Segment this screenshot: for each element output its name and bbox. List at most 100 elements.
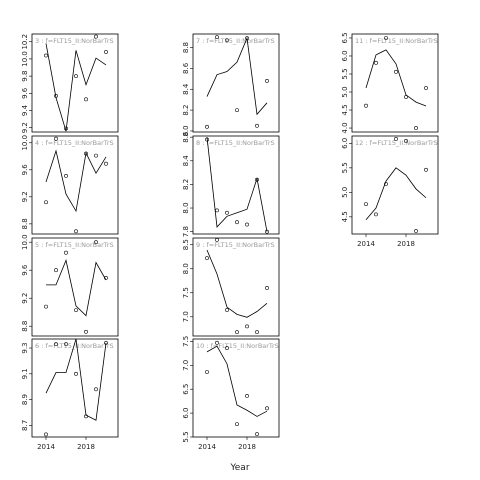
y-tick-label: 9.2 [21, 191, 29, 202]
panel-frame [192, 135, 280, 235]
data-point [54, 136, 58, 141]
y-tick-label: 8.8 [21, 321, 29, 332]
fitted-line [45, 149, 107, 213]
panel-frame [31, 33, 119, 133]
data-point [54, 93, 58, 98]
y-tick-label: 10.0 [21, 135, 29, 151]
x-tick-label: 2014 [37, 443, 55, 451]
data-point [374, 212, 378, 217]
data-point [414, 229, 418, 233]
strip-label: 4 : f=FLT15_II:NorBarTrS [35, 139, 114, 147]
x-tick-label: 2018 [238, 443, 256, 451]
data-point [94, 34, 98, 39]
y-tick-label: 8.4 [182, 155, 190, 167]
data-point [384, 36, 388, 40]
strip-label: 9 : f=FLT15_II:NorBarTrS [196, 241, 275, 249]
data-point [245, 324, 249, 329]
data-point [64, 250, 68, 255]
strip-label: 7 : f=FLT15_II:NorBarTrS [196, 37, 275, 45]
y-tick-label: 8.2 [182, 105, 190, 116]
fitted-line [365, 167, 427, 221]
y-tick-label: 8.6 [182, 62, 190, 74]
data-point [215, 208, 219, 213]
data-point [74, 74, 78, 79]
strip-label: 8 : f=FLT15_II:NorBarTrS [196, 139, 275, 147]
data-point [84, 414, 88, 419]
y-tick-label: 5.0 [341, 187, 349, 198]
data-point [74, 229, 78, 234]
y-tick-label: 9.6 [21, 264, 29, 276]
y-tick-label: 5.5 [341, 162, 349, 173]
data-point [104, 161, 108, 166]
y-tick-label: 9.2 [21, 122, 29, 133]
data-point [424, 86, 428, 90]
y-tick-label: 4.5 [341, 104, 349, 115]
fitted-line [46, 259, 107, 317]
data-point [64, 126, 68, 131]
panel-frame [192, 237, 280, 337]
y-tick-label: 8.4 [182, 83, 190, 95]
data-point [255, 177, 259, 182]
data-point [74, 371, 78, 376]
data-point [205, 137, 209, 142]
panel-frame [351, 33, 439, 133]
y-tick-label: 7.0 [182, 311, 190, 322]
data-point [394, 69, 398, 74]
data-point [394, 137, 398, 141]
panel-frame [31, 135, 119, 235]
data-point [104, 50, 108, 54]
data-point [215, 35, 219, 40]
x-tick-label: 2014 [357, 240, 375, 248]
y-tick-label: 9.2 [21, 293, 29, 304]
data-point [364, 202, 368, 207]
y-tick-label: 9.8 [21, 71, 29, 82]
data-point [255, 330, 259, 335]
y-tick-label: 5.5 [341, 68, 349, 79]
data-point [205, 124, 209, 129]
data-point [245, 222, 249, 227]
data-point [74, 308, 78, 313]
y-tick-label: 8.7 [21, 420, 29, 431]
strip-label: 5 : f=FLT15_II:NorBarTrS [35, 241, 114, 249]
data-point [94, 387, 98, 392]
data-point [225, 210, 229, 215]
data-point [404, 138, 408, 143]
y-tick-label: 7.5 [182, 336, 190, 347]
panel-frame [192, 338, 280, 438]
y-tick-label: 4.0 [341, 122, 349, 133]
data-point [215, 238, 219, 242]
data-point [44, 53, 48, 58]
fitted-line [206, 36, 268, 116]
panel-frame [31, 237, 119, 337]
y-tick-label: 8.0 [182, 202, 190, 213]
y-tick-label: 5.5 [182, 431, 190, 442]
data-point [235, 108, 239, 113]
data-point [94, 153, 98, 158]
panel-frame [351, 135, 439, 235]
x-axis-label: Year [229, 463, 249, 473]
data-point [265, 229, 269, 234]
data-point [265, 406, 269, 411]
data-point [265, 79, 269, 83]
y-tick-label: 9.1 [21, 368, 29, 379]
data-point [225, 38, 229, 43]
strip-label: 11 : f=FLT15_II:NorBarTrS [355, 37, 438, 45]
data-point [104, 275, 108, 280]
strip-label: 3 : f=FLT15_II:NorBarTrS [35, 37, 114, 45]
data-point [245, 393, 249, 398]
y-tick-label: 6.0 [341, 138, 349, 149]
data-point [64, 173, 68, 178]
data-point [404, 95, 408, 99]
data-point [44, 432, 48, 437]
y-tick-label: 6.5 [182, 384, 190, 395]
data-point [44, 304, 48, 309]
data-point [44, 200, 48, 205]
data-point [215, 340, 219, 345]
fitted-line [206, 137, 268, 232]
x-tick-label: 2014 [198, 443, 216, 451]
y-tick-label: 8.0 [182, 263, 190, 274]
data-point [84, 97, 88, 102]
data-point [225, 346, 229, 350]
fitted-line [206, 249, 268, 318]
